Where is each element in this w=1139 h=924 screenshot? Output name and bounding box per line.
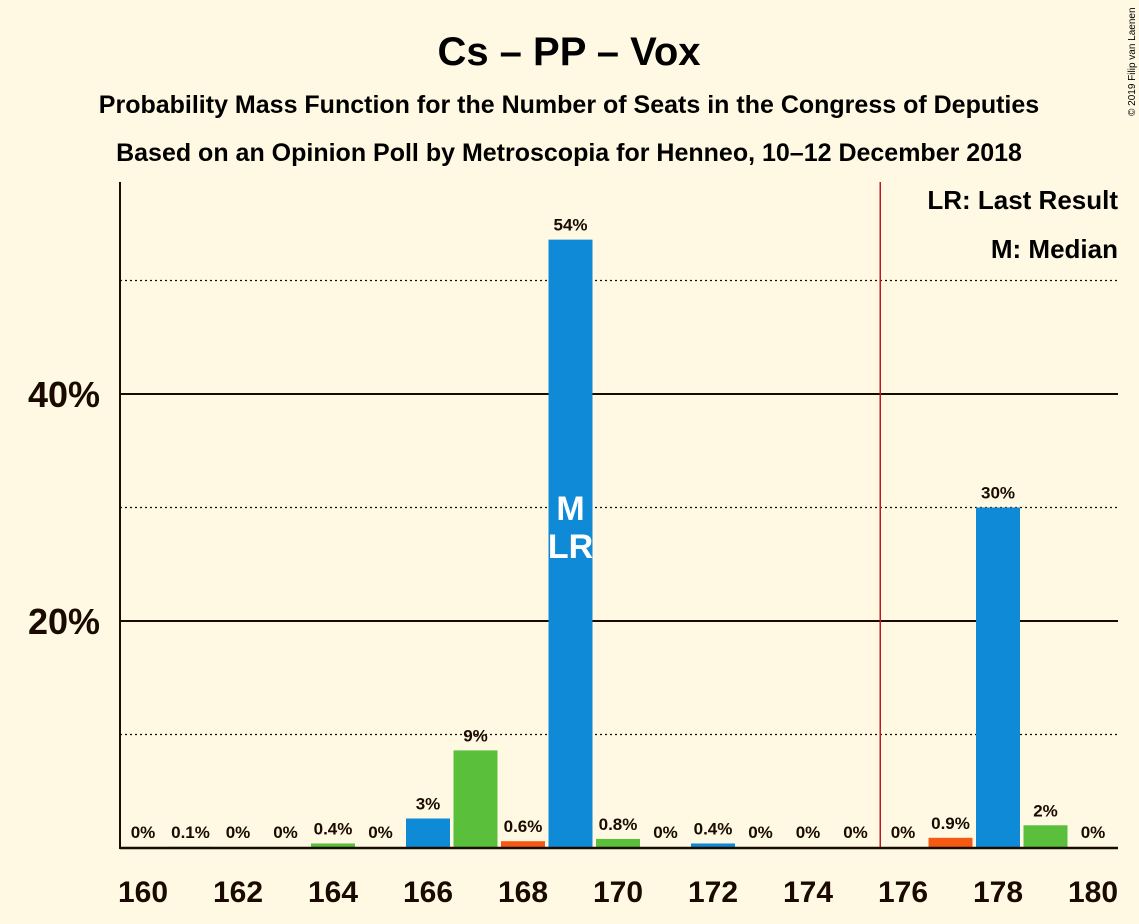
- x-tick-label-174: 174: [783, 876, 833, 909]
- chart-subtitle-line-1: Probability Mass Function for the Number…: [99, 91, 1039, 119]
- bar-166: [406, 818, 450, 848]
- value-label-174: 0%: [796, 823, 821, 842]
- value-label-177: 0.9%: [931, 814, 970, 833]
- value-label-162: 0%: [226, 823, 251, 842]
- bar-167: [453, 750, 498, 848]
- value-label-179: 2%: [1033, 801, 1058, 820]
- bar-mark-m: M: [556, 490, 584, 528]
- value-label-173: 0%: [748, 823, 773, 842]
- value-label-170: 0.8%: [599, 815, 638, 834]
- gridlines: [120, 279, 1118, 736]
- chart-title: Cs – PP – Vox: [437, 30, 700, 74]
- copyright-note: © 2019 Filip van Laenen: [1127, 7, 1138, 116]
- bar-164: [311, 843, 355, 848]
- x-tick-label-176: 176: [878, 876, 928, 909]
- value-label-180: 0%: [1081, 823, 1106, 842]
- x-tick-label-162: 162: [213, 876, 263, 909]
- value-label-163: 0%: [273, 823, 298, 842]
- value-label-171: 0%: [653, 823, 678, 842]
- value-label-161: 0.1%: [171, 823, 210, 842]
- x-tick-label-172: 172: [688, 876, 738, 909]
- x-tick-label-170: 170: [593, 876, 643, 909]
- value-label-176: 0%: [891, 823, 916, 842]
- x-tick-label-166: 166: [403, 876, 453, 909]
- axes: 20% 40% 160 162 164 166 168 170 172 174 176 178 180: [28, 182, 1118, 909]
- x-tick-label-180: 180: [1068, 876, 1118, 909]
- chart-subtitle-line-2: Based on an Opinion Poll by Metroscopia …: [116, 139, 1022, 167]
- bar-179: [1023, 825, 1068, 848]
- bar-177: [928, 837, 973, 848]
- value-label-175: 0%: [843, 823, 868, 842]
- y-tick-label-20: 20%: [28, 601, 100, 642]
- value-label-165: 0%: [368, 823, 393, 842]
- y-tick-label-40: 40%: [28, 374, 100, 415]
- x-tick-label-164: 164: [308, 876, 358, 909]
- value-label-178: 30%: [981, 484, 1015, 503]
- bar-168: [501, 841, 545, 848]
- value-label-164: 0.4%: [314, 819, 353, 838]
- bar-172: [691, 843, 735, 848]
- value-label-172: 0.4%: [694, 819, 733, 838]
- value-label-160: 0%: [131, 823, 156, 842]
- bar-mark-lr: LR: [548, 528, 593, 566]
- legend-median: M: Median: [991, 234, 1118, 264]
- value-label-168: 0.6%: [504, 817, 543, 836]
- value-label-166: 3%: [416, 794, 441, 813]
- value-label-167: 9%: [463, 726, 488, 745]
- bars: 0% 0.1% 0% 0% 0.4% 0% 3% 9% 0.6% MLR 54% 0.8% 0% 0.4%…: [131, 216, 1106, 849]
- x-tick-label-178: 178: [973, 876, 1023, 909]
- legend-last-result: LR: Last Result: [927, 185, 1118, 215]
- x-tick-label-168: 168: [498, 876, 548, 909]
- bar-178: [976, 507, 1020, 848]
- x-tick-label-160: 160: [118, 876, 168, 909]
- bar-170: [596, 838, 640, 848]
- value-label-169: 54%: [553, 216, 587, 235]
- bar-169: [548, 239, 593, 848]
